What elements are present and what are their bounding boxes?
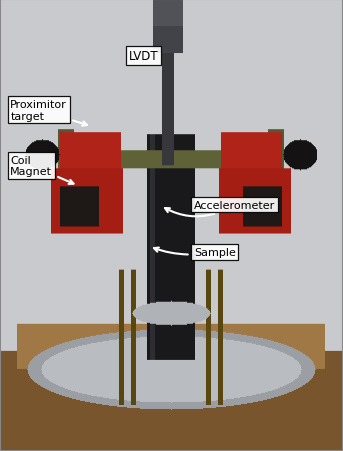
Text: Accelerometer: Accelerometer [165, 200, 275, 217]
Text: Proximitor
target: Proximitor target [10, 100, 87, 126]
Text: LVDT: LVDT [129, 50, 158, 63]
Text: Sample: Sample [154, 248, 236, 258]
Text: Coil
Magnet: Coil Magnet [10, 155, 73, 184]
